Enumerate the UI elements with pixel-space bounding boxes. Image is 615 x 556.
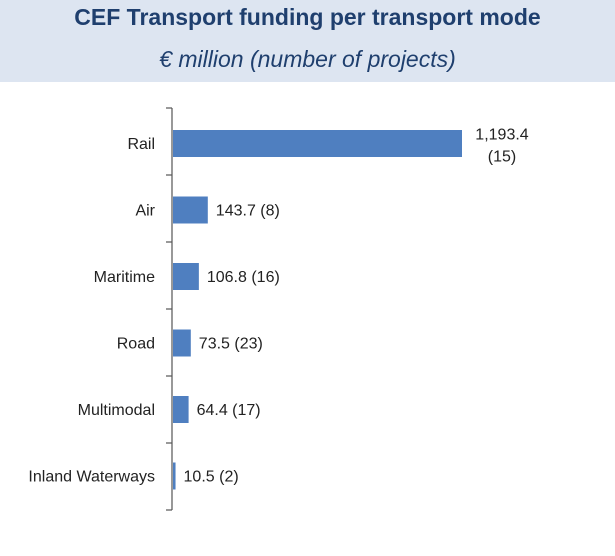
chart-header: CEF Transport funding per transport mode… <box>0 0 615 82</box>
bar <box>173 462 176 490</box>
data-label: 10.5 (2) <box>184 469 239 486</box>
bar <box>173 396 189 423</box>
category-label: Air <box>135 203 155 220</box>
category-label: Multimodal <box>78 402 155 419</box>
data-label: 64.4 (17) <box>197 402 261 419</box>
data-label: 73.5 (23) <box>199 336 263 353</box>
category-label: Rail <box>127 136 155 153</box>
category-label: Inland Waterways <box>28 469 155 486</box>
bar <box>173 329 191 357</box>
data-label: 106.8 (16) <box>207 269 280 286</box>
category-label: Road <box>117 336 155 353</box>
data-label: (15) <box>488 149 516 166</box>
bar <box>173 263 199 290</box>
chart-title: CEF Transport funding per transport mode <box>74 4 541 30</box>
bar <box>173 196 208 224</box>
data-label: 143.7 (8) <box>216 203 280 220</box>
data-label: 1,193.4 <box>475 127 528 144</box>
bar-chart: Rail 1,193.4 (15) Air 143.7 (8) Maritime 106.8… <box>28 107 529 511</box>
category-label: Maritime <box>94 269 155 286</box>
chart-subtitle: € million (number of projects) <box>159 46 456 72</box>
bar <box>173 130 462 157</box>
